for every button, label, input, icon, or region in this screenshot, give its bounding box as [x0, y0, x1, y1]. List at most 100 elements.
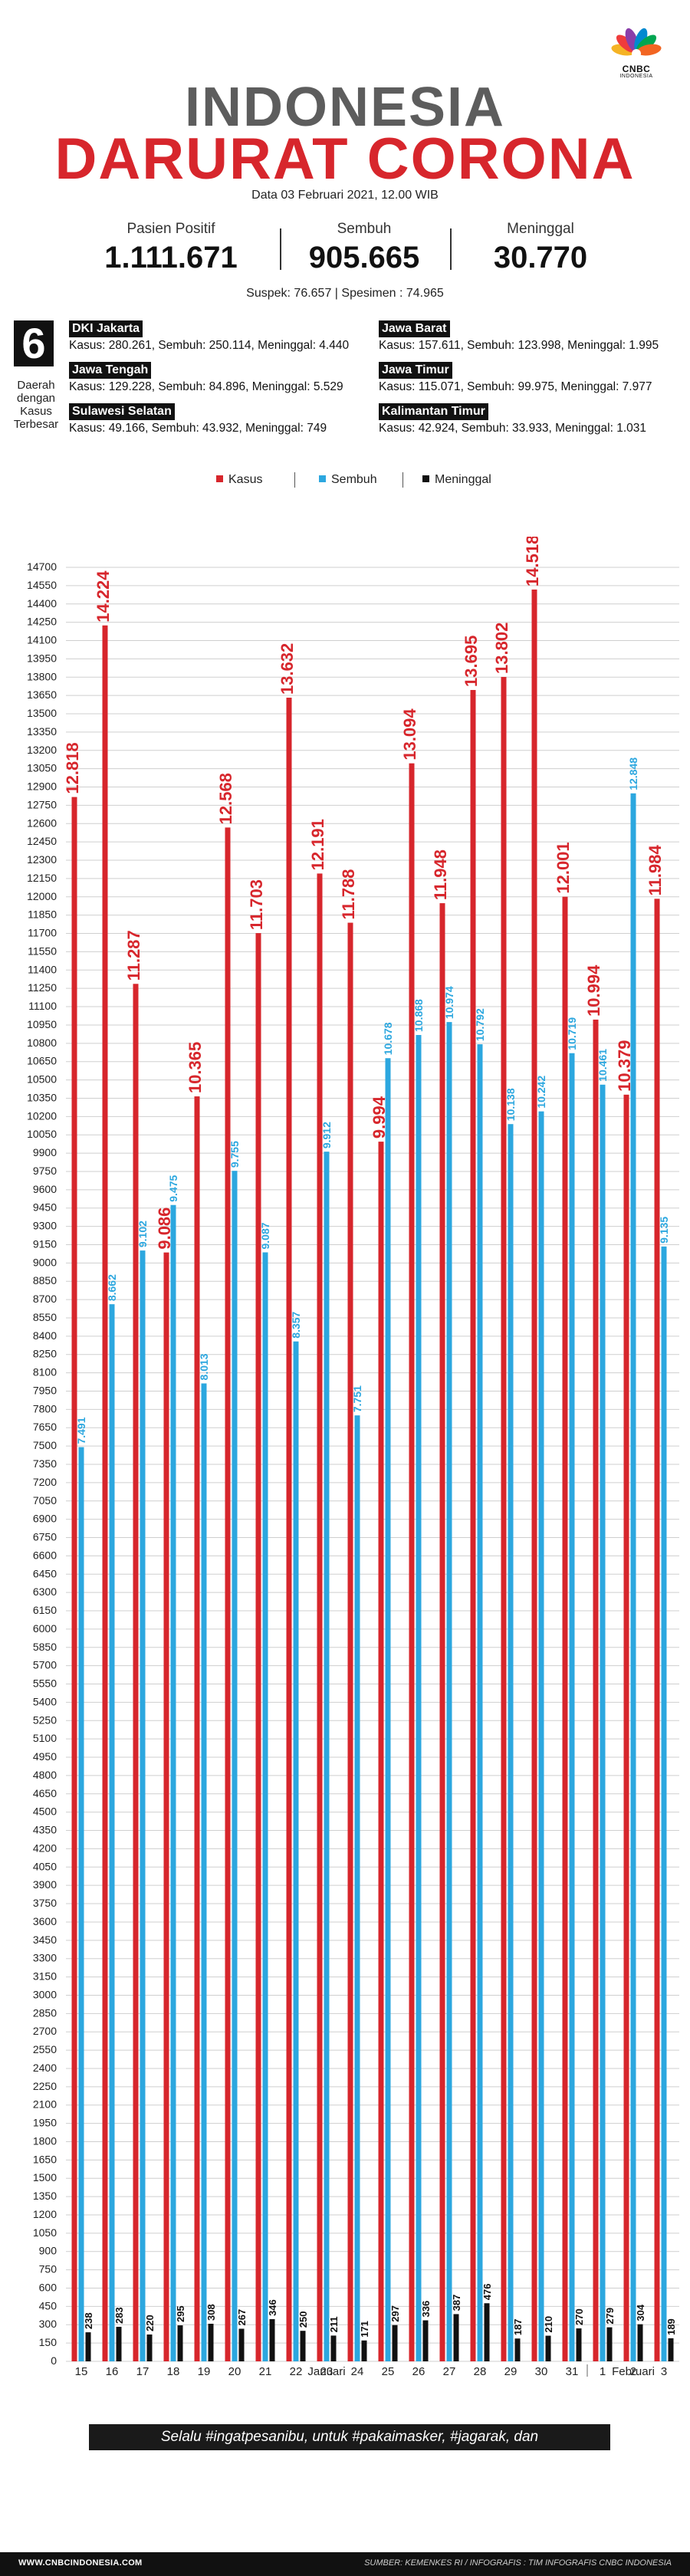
bar-sembuh [630, 793, 636, 2361]
x-tick-label: 25 [382, 2365, 395, 2377]
cnbc-logo: CNBC INDONESIA [603, 26, 670, 80]
y-tick-label: 12600 [27, 816, 57, 829]
y-tick-label: 5100 [33, 1732, 57, 1744]
caption-line: Terbesar [13, 418, 59, 431]
legend-divider [402, 472, 403, 488]
y-tick-label: 3000 [33, 1988, 57, 2000]
y-tick-label: 13350 [27, 725, 57, 738]
bar-kasus [531, 589, 537, 2361]
bar-sembuh [416, 1034, 422, 2361]
bar-meninggal [146, 2334, 153, 2361]
data-label-meninggal: 297 [389, 2305, 401, 2322]
bar-meninggal [668, 2338, 674, 2361]
bar-sembuh [354, 1415, 360, 2361]
stat-value: 1.111.671 [104, 241, 238, 274]
data-label-meninggal: 304 [635, 2304, 646, 2321]
data-label-sembuh: 10.461 [596, 1049, 609, 1082]
y-tick-label: 12150 [27, 872, 57, 884]
peacock-body [632, 49, 641, 58]
data-label-meninggal: 279 [604, 2308, 616, 2325]
legend-meninggal: Meninggal [422, 469, 491, 491]
y-tick-label: 5700 [33, 1659, 57, 1671]
x-tick-label: 23 [320, 2365, 334, 2377]
data-label-meninggal: 283 [113, 2307, 125, 2324]
y-tick-label: 12450 [27, 835, 57, 847]
bar-meninggal [453, 2314, 459, 2361]
region-jawa-tengah: Jawa Tengah Kasus: 129.228, Sembuh: 84.8… [69, 362, 368, 396]
data-label-meninggal: 210 [543, 2316, 554, 2333]
bar-kasus [593, 1019, 599, 2361]
data-label-meninggal: 171 [359, 2321, 370, 2338]
data-label-kasus: 13.632 [278, 643, 297, 695]
y-tick-label: 8100 [33, 1366, 57, 1378]
x-tick-label: 20 [228, 2365, 242, 2377]
data-label-kasus: 10.365 [186, 1042, 205, 1093]
y-tick-label: 9900 [33, 1146, 57, 1158]
legend-kasus: Kasus [216, 469, 262, 491]
data-label-sembuh: 9.087 [259, 1222, 271, 1249]
bar-sembuh [508, 1124, 514, 2361]
data-label-meninggal: 238 [83, 2312, 94, 2329]
x-tick-label: 24 [351, 2365, 364, 2377]
y-tick-label: 3150 [33, 1970, 57, 1983]
title-line-1: INDONESIA [184, 77, 506, 138]
caption-line: dengan [16, 392, 56, 405]
x-tick-label: 18 [167, 2365, 180, 2377]
y-tick-label: 9750 [33, 1165, 57, 1177]
y-tick-label: 13650 [27, 688, 57, 701]
bar-kasus [163, 1252, 169, 2361]
region-stats: Kasus: 280.261, Sembuh: 250.114, Meningg… [69, 339, 350, 352]
region-name: Sulawesi Selatan [69, 403, 175, 420]
data-label-meninggal: 189 [665, 2318, 677, 2335]
x-tick-label: 28 [474, 2365, 487, 2377]
bar-sembuh [109, 1304, 115, 2361]
data-label-sembuh: 7.751 [351, 1385, 363, 1412]
data-label-meninggal: 267 [236, 2309, 248, 2326]
bar-sembuh [385, 1058, 391, 2361]
region-name: Jawa Barat [379, 320, 450, 337]
legend-label: Sembuh [331, 473, 377, 486]
data-label-meninggal: 295 [175, 2305, 186, 2322]
region-kalimantan-timur: Kalimantan Timur Kasus: 42.924, Sembuh: … [379, 403, 678, 437]
y-tick-label: 13200 [27, 744, 57, 756]
y-tick-label: 7950 [33, 1384, 57, 1396]
bar-kasus [439, 903, 445, 2361]
y-ticks: 0 150 300 450 600 750 900 1050 1200 1350 1500 1650 1… [27, 560, 57, 2367]
source-credit: SUMBER: KEMENKES RI / INFOGRAFIS : TIM I… [364, 2558, 672, 2568]
data-label-sembuh: 10.792 [474, 1008, 486, 1041]
data-label-kasus: 11.788 [339, 869, 358, 919]
report-date: Data 03 Februari 2021, 12.00 WIB [251, 189, 439, 202]
y-tick-label: 750 [39, 2263, 58, 2275]
y-tick-label: 4050 [33, 1860, 57, 1872]
y-tick-label: 8400 [33, 1329, 57, 1342]
y-tick-label: 4350 [33, 1824, 57, 1836]
caption-line: Daerah [17, 379, 55, 392]
y-tick-label: 12900 [27, 780, 57, 793]
y-tick-label: 7800 [33, 1402, 57, 1414]
y-tick-label: 3450 [33, 1934, 57, 1946]
y-tick-label: 10950 [27, 1018, 57, 1030]
data-label-sembuh: 10.678 [382, 1022, 394, 1055]
y-tick-label: 14700 [27, 560, 57, 573]
y-tick-label: 5400 [33, 1695, 57, 1707]
region-name: DKI Jakarta [69, 320, 143, 337]
x-tick-label: 30 [535, 2365, 548, 2377]
data-label-meninggal: 387 [451, 2295, 462, 2312]
y-tick-label: 2700 [33, 2025, 57, 2037]
data-label-sembuh: 10.868 [412, 999, 425, 1032]
bar-sembuh [78, 1447, 84, 2361]
data-label-kasus: 12.568 [216, 773, 235, 824]
stat-label: Pasien Positif [127, 221, 215, 237]
region-dki-jakarta: DKI Jakarta Kasus: 280.261, Sembuh: 250.… [69, 320, 368, 354]
bar-sembuh [477, 1044, 483, 2361]
y-tick-label: 4800 [33, 1769, 57, 1781]
data-label-meninggal: 336 [420, 2301, 432, 2318]
bar-sembuh [170, 1204, 176, 2361]
data-labels: 12.818 7.491 238 14.224 8.662 283 11.287 9.102 2… [63, 537, 677, 2338]
data-label-kasus: 11.984 [646, 845, 665, 896]
region-stats: Kasus: 115.071, Sembuh: 99.975, Meningga… [379, 380, 652, 393]
data-label-kasus: 13.802 [492, 623, 511, 674]
data-label-kasus: 12.001 [554, 842, 573, 893]
y-tick-label: 2400 [33, 2062, 57, 2074]
data-label-sembuh: 10.138 [504, 1088, 517, 1121]
